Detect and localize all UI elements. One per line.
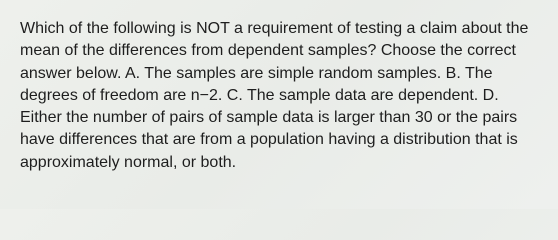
question-text: Which of the following is NOT a requirem… [20, 20, 529, 171]
page: Question {"question": "Which of the foll… [0, 0, 558, 209]
page-body: Which of the following is NOT a requirem… [0, 0, 558, 209]
